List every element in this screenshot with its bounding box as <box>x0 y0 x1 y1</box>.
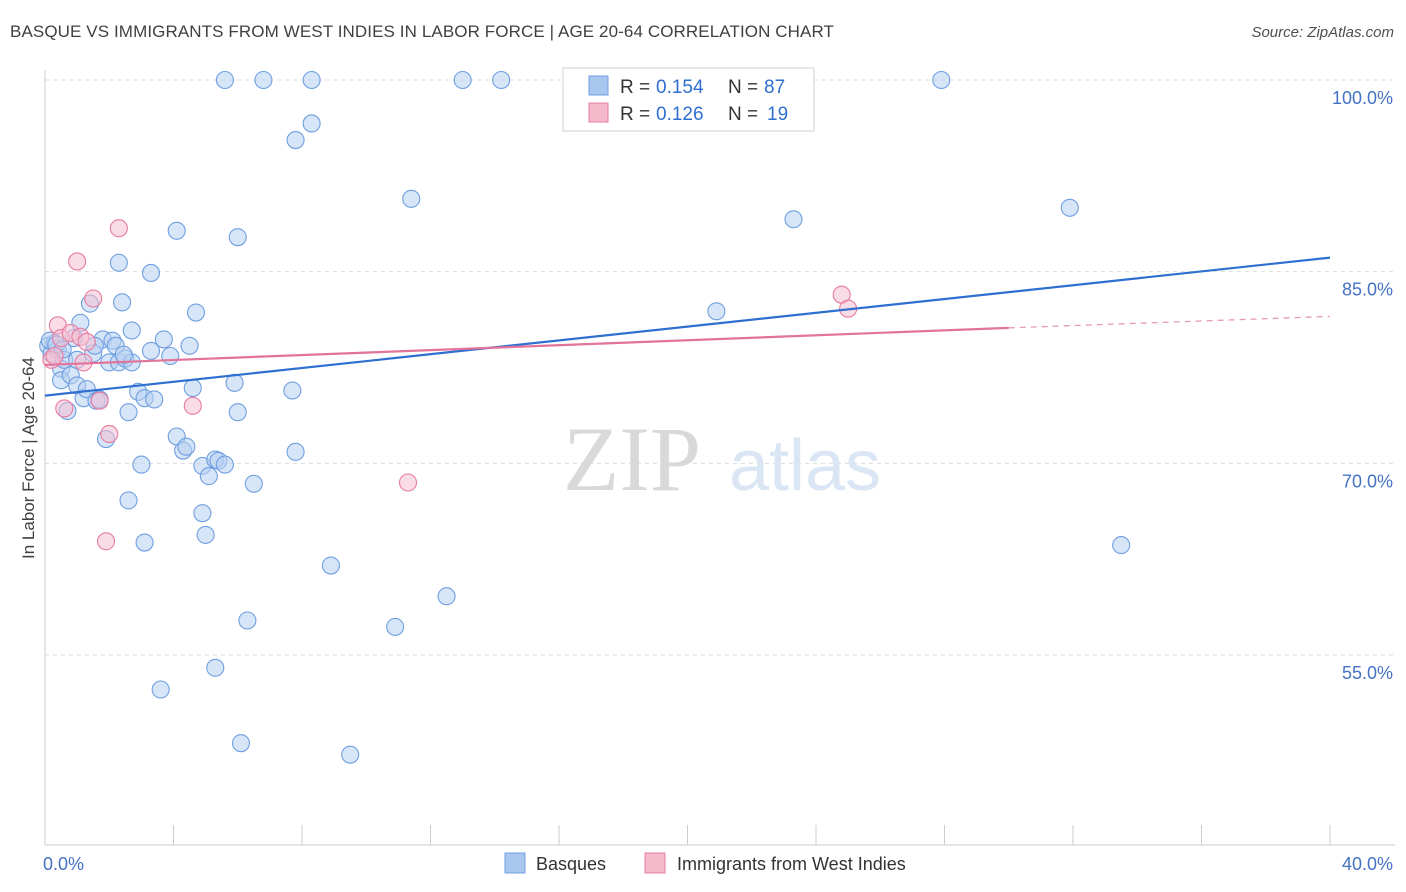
y-tick-label-3: 55.0% <box>1342 663 1393 683</box>
y-tick-label-2: 70.0% <box>1342 471 1393 491</box>
west-indies-point <box>77 332 96 351</box>
basques-point <box>228 228 247 247</box>
legend-n-value-1: 19 <box>767 104 788 125</box>
basques-point <box>386 617 405 636</box>
gridlines <box>45 79 1395 656</box>
basques-point <box>707 302 726 321</box>
basques-point <box>206 658 225 677</box>
legend-r-label-1: R = <box>620 104 650 125</box>
basques-point <box>167 221 186 240</box>
bottom-legend-label-west-indies: Immigrants from West Indies <box>677 854 906 874</box>
series-west-indies-points <box>42 219 858 551</box>
bottom-legend: Basques Immigrants from West Indies <box>504 852 906 874</box>
basques-point <box>286 442 305 461</box>
basques-point <box>244 474 263 493</box>
legend-n-value-0: 87 <box>764 77 785 98</box>
basques-point <box>177 437 196 456</box>
basques-point <box>113 293 132 312</box>
basques-point <box>302 114 321 133</box>
basques-point <box>109 253 128 272</box>
basques-point <box>321 556 340 575</box>
axes <box>44 70 1395 846</box>
basques-point <box>437 587 456 606</box>
basques-point <box>193 504 212 523</box>
y-tick-label-1: 85.0% <box>1342 280 1393 300</box>
bottom-legend-label-basques: Basques <box>536 854 606 874</box>
basques-point <box>122 321 141 340</box>
basques-point <box>114 345 133 364</box>
basques-point <box>119 491 138 510</box>
basques-point <box>402 189 421 208</box>
x-tick-label-max: 40.0% <box>1342 854 1393 874</box>
basques-point <box>135 533 154 552</box>
west-indies-point <box>90 391 109 410</box>
chart-title: BASQUE VS IMMIGRANTS FROM WEST INDIES IN… <box>10 22 835 41</box>
basques-point <box>154 330 173 349</box>
basques-point <box>196 525 215 544</box>
legend-box: R = 0.154 N = 87 R = 0.126 N = 19 <box>562 67 815 132</box>
chart-source: Source: ZipAtlas.com <box>1251 24 1394 41</box>
basques-point <box>186 303 206 322</box>
basques-point <box>231 734 251 753</box>
trend-lines <box>44 256 1331 397</box>
basques-point <box>199 467 218 486</box>
basques-point <box>161 346 180 366</box>
basques-point <box>283 381 302 400</box>
basques-point <box>151 680 170 699</box>
basques-point <box>453 70 472 90</box>
basques-point <box>180 336 199 355</box>
basques-point <box>141 341 161 360</box>
west-indies-trend-line <box>44 326 1009 367</box>
bottom-legend-swatch-basques <box>504 852 526 874</box>
basques-point <box>132 455 151 474</box>
basques-trend-line <box>44 256 1331 397</box>
basques-point <box>215 70 234 90</box>
legend-swatch-basques <box>588 75 609 96</box>
basques-point <box>492 70 511 90</box>
west-indies-point <box>183 396 202 415</box>
basques-point <box>254 70 273 90</box>
legend-n-label-1: N = <box>728 104 758 125</box>
y-tick-labels: 100.0% 85.0% 70.0% 55.0% <box>1332 88 1393 683</box>
basques-point <box>119 403 138 422</box>
y-tick-label-0: 100.0% <box>1332 88 1393 108</box>
legend-swatch-west-indies <box>588 102 609 123</box>
basques-point <box>1112 536 1131 555</box>
watermark-atlas: atlas <box>729 426 881 506</box>
basques-point <box>932 70 951 90</box>
watermark: ZIP atlas <box>563 408 881 510</box>
legend-r-label-0: R = <box>620 77 650 98</box>
basques-point <box>302 70 321 90</box>
legend-r-value-0: 0.154 <box>656 77 704 98</box>
west-indies-point <box>68 252 87 271</box>
legend-n-label-0: N = <box>728 77 758 98</box>
west-indies-point <box>96 532 116 551</box>
x-tick-labels: 0.0% 40.0% <box>43 854 1393 874</box>
watermark-zip: ZIP <box>563 408 701 510</box>
west-indies-trend-extension <box>1008 315 1331 329</box>
west-indies-point <box>109 219 128 238</box>
basques-point <box>1060 198 1079 217</box>
basques-point <box>141 263 161 282</box>
legend-r-value-1: 0.126 <box>656 104 704 125</box>
west-indies-point <box>55 399 74 418</box>
basques-point <box>784 210 803 229</box>
basques-point <box>228 403 247 422</box>
x-tick-label-min: 0.0% <box>43 854 84 874</box>
west-indies-point <box>398 473 418 492</box>
basques-point <box>341 745 360 764</box>
basques-point <box>286 131 305 150</box>
basques-point <box>215 455 234 474</box>
west-indies-point <box>100 424 119 443</box>
west-indies-point <box>45 346 64 366</box>
basques-point <box>183 378 202 397</box>
y-axis-title: In Labor Force | Age 20-64 <box>19 357 38 559</box>
west-indies-point <box>84 289 103 308</box>
bottom-legend-swatch-west-indies <box>644 852 666 874</box>
basques-point <box>145 390 164 409</box>
basques-point <box>238 611 257 630</box>
